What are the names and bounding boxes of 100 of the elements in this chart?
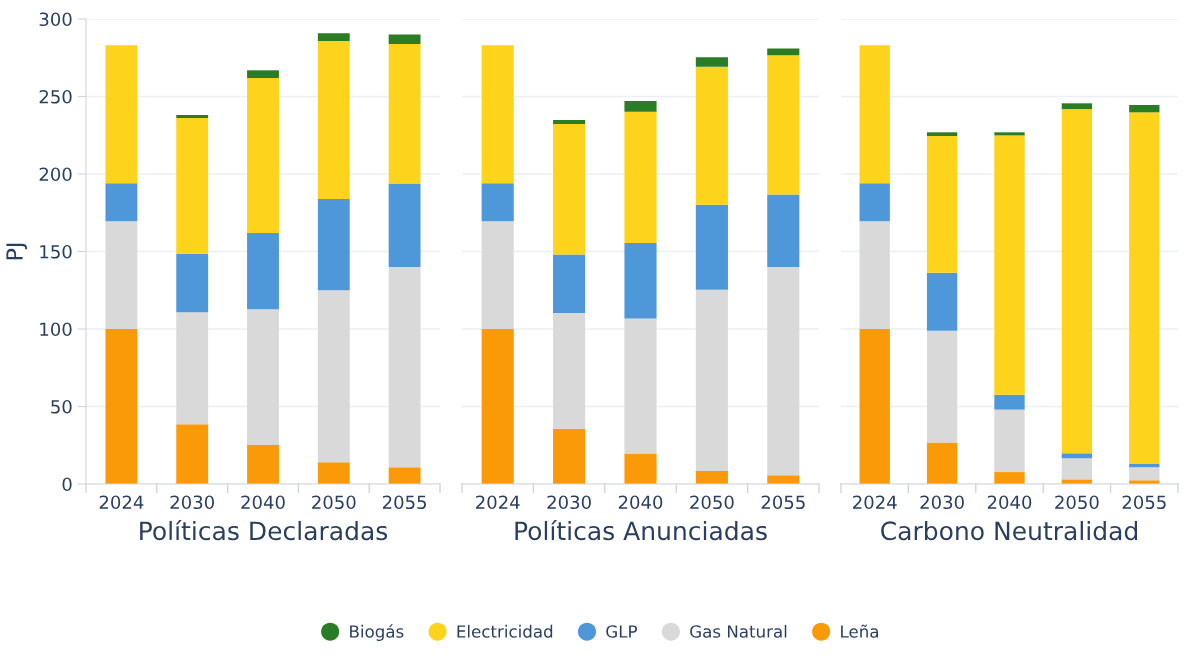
x-tick-label: 2055 [761,495,805,510]
bar [553,313,586,429]
x-tick-label: 2040 [241,495,285,510]
bar [1129,112,1160,464]
bar [1061,109,1093,454]
bar [926,132,958,137]
bar [1061,103,1093,110]
bar [317,198,350,291]
legend-label: Leña [841,624,878,638]
y-tick-label: 0 [62,477,72,492]
bar [695,66,728,205]
bar [176,312,209,425]
bar [994,472,1025,484]
bar [105,183,138,222]
x-tick-label: 2050 [312,495,356,510]
y-tick-label: 150 [40,244,72,259]
x-axis-title: Políticas Anunciadas [515,519,767,541]
x-tick-label: 2040 [987,495,1032,510]
bar [176,253,209,313]
bar [553,428,586,484]
y-tick-label: 50 [51,399,72,414]
x-tick-label: 2040 [618,495,663,510]
bar [926,136,958,273]
bar [994,135,1025,395]
bar [176,115,209,119]
bar [481,183,514,222]
bar [317,41,350,199]
bar [481,45,514,184]
bar [247,309,279,445]
bar [247,70,279,79]
bar [553,254,586,314]
bar [247,444,279,484]
x-axis-title: Carbono Neutralidad [881,520,1138,541]
x-tick-label: 2024 [853,495,897,510]
bar [767,475,800,484]
bar [317,462,350,484]
bar [859,329,890,484]
bar [553,120,586,124]
bar [624,318,657,454]
y-tick-label: 250 [39,89,72,104]
legend-label: Biogás [350,624,404,641]
bar [388,183,421,267]
bar [553,123,586,255]
bar [926,442,958,484]
bar [767,48,800,56]
bar [388,467,421,484]
bar [1129,464,1160,468]
bar [624,111,657,243]
bar [767,194,800,267]
bar [994,409,1025,473]
x-axis-title: Políticas Declaradas [140,519,388,541]
x-tick-label: 2050 [1055,495,1099,510]
x-tick-label: 2024 [99,495,144,510]
bar [695,470,728,484]
bar [926,330,958,443]
legend-label: GLP [606,625,638,638]
legend-label: Electricidad [457,624,553,638]
bar [1129,467,1160,481]
bar [247,78,279,234]
x-tick-label: 2055 [1122,495,1166,510]
bar [994,394,1025,410]
bar [994,132,1025,136]
x-tick-label: 2030 [170,495,214,510]
bar [859,45,890,184]
bar [481,221,514,329]
bar [317,290,350,463]
bar [695,57,728,67]
bar [695,204,728,290]
bar [176,424,209,484]
bar [859,183,890,222]
bar [767,55,800,195]
bar [767,267,800,476]
bar [388,267,421,468]
x-tick-label: 2024 [476,495,520,510]
legend-label: Gas Natural [690,624,787,638]
y-axis-title: PJ [6,243,28,260]
bar [176,118,209,254]
bar [624,453,657,484]
bar [695,289,728,471]
bar [105,221,138,329]
bar [388,34,421,44]
y-tick-label: 100 [40,322,72,337]
bar [926,272,958,331]
bar [1061,453,1093,459]
bar [624,101,657,112]
bar [1061,458,1093,480]
x-tick-label: 2030 [920,495,964,510]
y-tick-label: 200 [39,167,72,182]
bar [247,233,279,310]
bar [859,221,890,329]
y-tick-label: 300 [39,12,72,27]
x-tick-label: 2050 [690,495,734,510]
bar [388,43,421,184]
bar [481,329,514,484]
bar [105,329,138,484]
x-tick-label: 2030 [547,495,591,510]
bar [105,45,138,184]
bar [624,242,657,319]
bar [1129,105,1160,113]
x-tick-label: 2055 [382,495,426,510]
